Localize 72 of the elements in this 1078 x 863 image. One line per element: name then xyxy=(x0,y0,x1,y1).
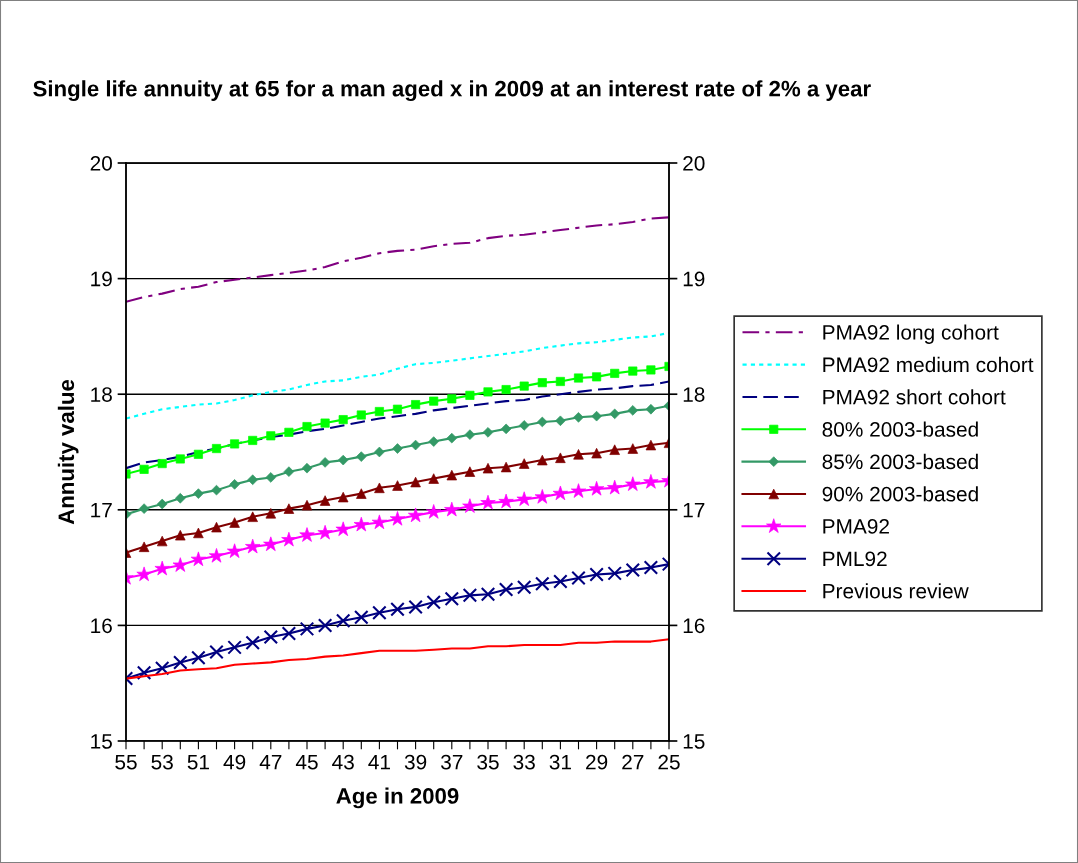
legend-label: Previous review xyxy=(823,583,969,599)
point xyxy=(191,650,206,666)
point xyxy=(281,626,297,641)
point xyxy=(480,586,496,602)
point xyxy=(247,511,258,522)
legend-label: PMA92 xyxy=(823,519,889,534)
legend-label: PMA92 medium cohort xyxy=(823,356,1034,373)
x-tick-label: 53 xyxy=(151,754,173,770)
point xyxy=(498,582,514,597)
y-tick-label: 17 xyxy=(91,503,112,518)
point xyxy=(354,610,369,625)
legend-label: PML92 xyxy=(823,551,887,567)
x-tick-label: 37 xyxy=(441,754,463,770)
y2-tick-label: 18 xyxy=(683,387,705,402)
point xyxy=(173,655,188,670)
y2-tick-label: 15 xyxy=(683,734,705,749)
point xyxy=(209,644,224,660)
point xyxy=(589,567,604,582)
point xyxy=(426,594,441,610)
point xyxy=(154,660,170,676)
legend-label: PMA92 short cohort xyxy=(823,389,1006,405)
y-tick-label: 20 xyxy=(90,156,112,171)
x-tick-label: 29 xyxy=(586,754,608,770)
point xyxy=(136,665,152,681)
point xyxy=(408,599,423,615)
line-series xyxy=(126,638,669,680)
x-tick-label: 51 xyxy=(187,754,209,770)
point xyxy=(372,605,387,620)
point xyxy=(607,566,622,581)
point xyxy=(643,560,659,575)
chart-title: Single life annuity at 65 for a man aged x in 2009 at an interest rate of 2% a year xyxy=(33,80,871,102)
y2-tick-label: 16 xyxy=(683,618,705,634)
point xyxy=(317,618,333,633)
point xyxy=(444,591,460,607)
x-tick-label: 31 xyxy=(549,754,571,770)
point xyxy=(535,576,550,592)
point xyxy=(462,588,478,603)
point xyxy=(390,601,405,617)
point xyxy=(335,613,351,629)
y-tick-label: 18 xyxy=(91,387,112,402)
x-tick-label: 39 xyxy=(404,754,427,770)
legend-label: 85% 2003-based xyxy=(822,453,978,470)
point xyxy=(571,570,586,586)
point xyxy=(609,444,620,455)
point xyxy=(553,574,568,589)
y2-tick-label: 20 xyxy=(683,156,705,171)
y-axis-title: Annuity value xyxy=(57,379,79,525)
point xyxy=(263,629,279,645)
legend-label: PMA92 long cohort xyxy=(823,324,999,344)
y-tick-label: 16 xyxy=(91,618,112,634)
legend-label: 90% 2003-based xyxy=(822,486,978,502)
x-tick-label: 25 xyxy=(658,754,680,770)
x-tick-label: 49 xyxy=(223,754,246,770)
x-tick-label: 27 xyxy=(622,754,644,770)
x-tick-label: 41 xyxy=(368,754,390,770)
y2-tick-label: 19 xyxy=(683,271,705,287)
x-axis-title: Age in 2009 xyxy=(336,787,459,809)
x-tick-label: 43 xyxy=(332,754,354,770)
x-tick-label: 33 xyxy=(513,754,535,770)
point xyxy=(245,635,260,651)
x-tick-label: 45 xyxy=(295,754,318,770)
x-tick-label: 47 xyxy=(259,754,282,770)
y-tick-label: 15 xyxy=(91,734,112,749)
y-tick-label: 19 xyxy=(91,271,112,287)
legend-label: 80% 2003-based xyxy=(822,421,978,437)
point xyxy=(299,621,315,637)
x-tick-label: 35 xyxy=(477,754,499,770)
point xyxy=(516,579,532,595)
point xyxy=(625,562,641,578)
x-tick-label: 55 xyxy=(115,754,137,770)
y2-tick-label: 17 xyxy=(683,503,705,518)
point xyxy=(227,640,242,655)
